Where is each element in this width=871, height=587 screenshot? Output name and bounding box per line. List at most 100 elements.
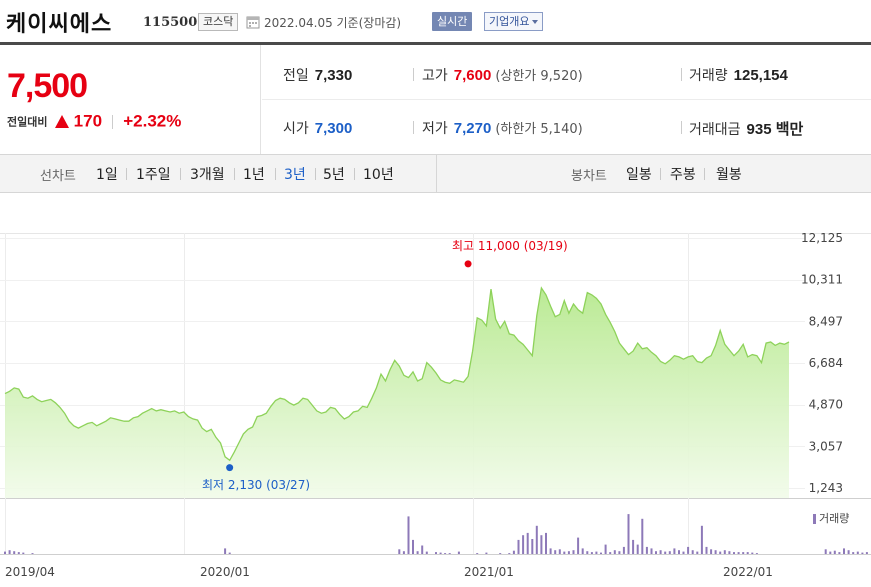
volume-bar: [499, 553, 502, 554]
volume-bar: [865, 552, 868, 554]
stat-label: 시가: [283, 121, 309, 137]
candle-weekly[interactable]: 주봉: [670, 167, 696, 183]
volume-bar: [861, 552, 864, 554]
volume-bar: [700, 525, 703, 554]
stat-label: 고가: [422, 68, 448, 84]
volume-bar: [540, 535, 543, 554]
volume-legend: 거래량: [813, 510, 849, 526]
period-divider: [660, 168, 661, 180]
change-row: 전일대비 170 +2.32%: [7, 111, 181, 132]
stat-value: 935 백만: [746, 121, 804, 138]
volume-bar: [577, 537, 580, 554]
chart-svg: 1,243 3,057 4,870 6,684 8,497 10,311 12,125 20…: [0, 231, 871, 579]
volume-bar: [600, 552, 602, 554]
volume-bar: [668, 551, 671, 554]
volume-bar: [17, 552, 20, 554]
volume-bar: [554, 550, 557, 554]
volume-bar: [31, 553, 34, 554]
price-summary: 7,500 전일대비 170 +2.32%: [0, 45, 261, 154]
price-chart[interactable]: 1,243 3,057 4,870 6,684 8,497 10,311 12,125 20…: [0, 193, 871, 587]
y-tick-label: 3,057: [809, 439, 843, 453]
period-divider: [354, 168, 355, 180]
volume-bar: [645, 546, 648, 554]
volume-bar: [852, 552, 855, 554]
period-1w[interactable]: 1주일: [136, 167, 171, 183]
chevron-down-icon: [532, 20, 539, 24]
volume-bar: [590, 552, 593, 554]
volume-bar: [650, 548, 653, 554]
volume-bar: [558, 549, 561, 554]
volume-bar: [407, 516, 410, 554]
volume-bar: [448, 553, 451, 554]
company-info-button[interactable]: 기업개요: [484, 12, 544, 31]
volume-bar: [563, 551, 566, 554]
volume-bar: [705, 546, 708, 554]
volume-bar: [13, 551, 16, 554]
y-tick-label: 8,497: [809, 314, 843, 328]
change-value: 170: [73, 111, 103, 131]
stat-open: 시가 7,300: [283, 118, 352, 138]
volume-bar: [838, 552, 841, 554]
volume-bar: [728, 551, 731, 554]
stat-label: 거래량: [689, 68, 728, 84]
stat-amount: 거래대금 935 백만: [689, 118, 803, 139]
volume-bar: [659, 550, 662, 554]
volume-bar: [737, 552, 740, 554]
volume-bar: [425, 551, 428, 554]
line-chart-period-group: 선차트 1일 1주일 3개월 1년 3년 5년 10년: [0, 155, 437, 192]
volume-bar: [398, 549, 401, 554]
period-1y[interactable]: 1년: [243, 167, 265, 183]
volume-bar: [522, 535, 525, 554]
price-area: [5, 288, 789, 498]
period-divider: [704, 168, 705, 180]
stat-divider: [681, 121, 682, 134]
stat-divider: [681, 68, 682, 81]
period-1d[interactable]: 1일: [96, 167, 118, 183]
volume-bar: [4, 551, 6, 554]
volume-bar: [545, 532, 547, 555]
x-tick-label: 2021/01: [464, 565, 514, 579]
y-tick-label: 6,684: [809, 356, 843, 370]
volume-bar: [535, 525, 538, 554]
volume-bar: [746, 552, 749, 554]
volume-bar: [622, 546, 625, 554]
volume-bar: [655, 551, 657, 554]
volume-bar: [682, 551, 685, 554]
company-info-label: 기업개요: [489, 15, 530, 28]
volume-bar: [843, 548, 845, 554]
period-3m[interactable]: 3개월: [190, 167, 225, 183]
volume-bar: [618, 551, 621, 554]
candle-daily[interactable]: 일봉: [626, 167, 652, 183]
calendar-icon: [246, 16, 260, 29]
stock-code: 115500: [143, 15, 198, 30]
volume-bar: [733, 552, 735, 554]
candle-monthly[interactable]: 월봉: [716, 167, 742, 183]
period-5y[interactable]: 5년: [323, 167, 345, 183]
change-divider: [112, 114, 114, 129]
volume-bar: [691, 550, 694, 554]
period-3y[interactable]: 3년: [284, 167, 306, 183]
date-text: 2022.04.05 기준(장마감): [264, 16, 402, 30]
volume-legend-swatch: [813, 514, 816, 524]
x-tick-label: 2022/01: [723, 565, 773, 579]
volume-bar: [567, 551, 570, 554]
stat-sub: (상한가 9,520): [495, 69, 583, 84]
volume-bar: [485, 552, 488, 554]
volume-bar: [673, 548, 676, 554]
period-10y[interactable]: 10년: [363, 167, 394, 183]
stat-value: 125,154: [733, 67, 788, 84]
volume-bar: [22, 552, 25, 554]
stat-high: 고가 7,600 (상한가 9,520): [422, 65, 583, 85]
stat-value: 7,600: [453, 67, 492, 84]
volume-bar: [402, 551, 405, 554]
period-divider: [275, 168, 276, 180]
volume-bar: [714, 550, 717, 554]
volume-bar: [476, 553, 479, 554]
volume-bar: [508, 553, 511, 554]
volume-bar: [613, 550, 616, 554]
candle-chart-label: 봉차트: [571, 169, 607, 184]
volume-bar: [549, 548, 552, 554]
realtime-button[interactable]: 실시간: [432, 12, 473, 31]
y-tick-label: 4,870: [809, 398, 843, 412]
change-label: 전일대비: [7, 115, 48, 129]
